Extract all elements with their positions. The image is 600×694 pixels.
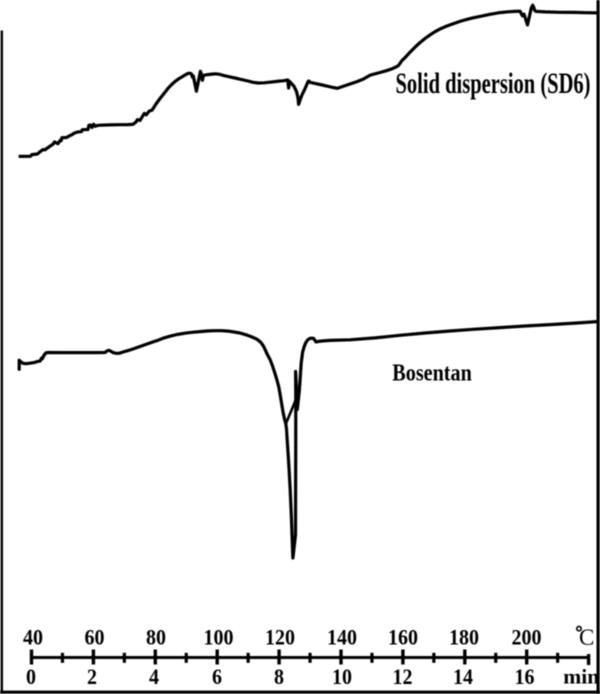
svg-text:2: 2 xyxy=(87,664,97,689)
svg-text:160: 160 xyxy=(388,624,418,649)
svg-text:16: 16 xyxy=(515,664,535,689)
svg-text:14: 14 xyxy=(453,664,473,689)
svg-text:12: 12 xyxy=(393,664,413,689)
svg-text:Solid dispersion (SD6): Solid dispersion (SD6) xyxy=(396,67,591,100)
svg-text:200: 200 xyxy=(512,624,542,649)
svg-text:140: 140 xyxy=(327,624,357,649)
svg-text:0: 0 xyxy=(26,664,36,689)
svg-text:C: C xyxy=(579,625,594,650)
svg-text:6: 6 xyxy=(212,664,222,689)
svg-text:Bosentan: Bosentan xyxy=(392,360,472,387)
svg-text:min: min xyxy=(563,665,599,689)
svg-text:8: 8 xyxy=(274,664,284,689)
svg-text:40: 40 xyxy=(23,624,43,649)
svg-text:4: 4 xyxy=(149,664,159,689)
svg-text:80: 80 xyxy=(146,624,166,649)
svg-text:60: 60 xyxy=(85,624,105,649)
svg-text:100: 100 xyxy=(204,624,234,649)
svg-text:10: 10 xyxy=(332,664,352,689)
svg-text:120: 120 xyxy=(265,624,295,649)
svg-text:180: 180 xyxy=(449,624,479,649)
